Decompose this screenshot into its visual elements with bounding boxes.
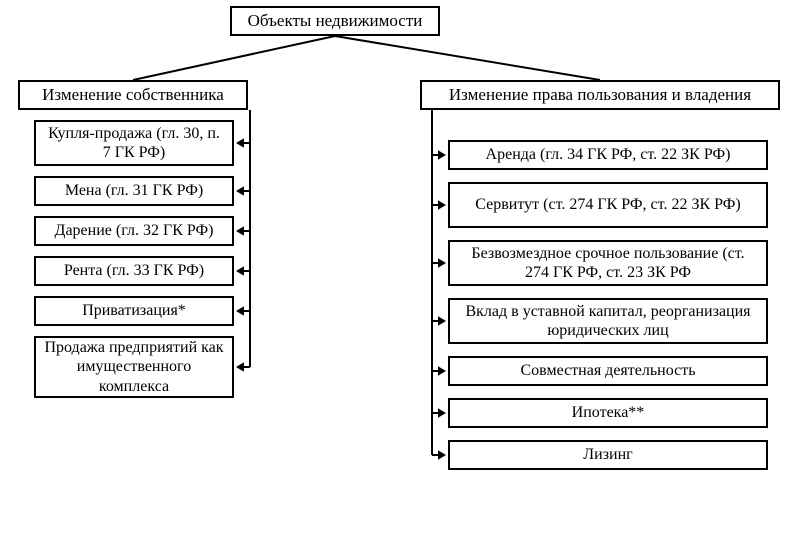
left-item: Продажа предприятий как имущественного к… xyxy=(34,336,234,398)
diagram-canvas: { "title": "Объекты недвижимости", "left… xyxy=(0,0,801,546)
left-item: Купля-продажа (гл. 30, п. 7 ГК РФ) xyxy=(34,120,234,166)
left-branch-header: Изменение собственника xyxy=(18,80,248,110)
right-item: Сервитут (ст. 274 ГК РФ, ст. 22 ЗК РФ) xyxy=(448,182,768,228)
left-item: Рента (гл. 33 ГК РФ) xyxy=(34,256,234,286)
right-branch-header: Изменение права пользования и владения xyxy=(420,80,780,110)
right-item: Лизинг xyxy=(448,440,768,470)
right-item: Ипотека** xyxy=(448,398,768,428)
left-item: Мена (гл. 31 ГК РФ) xyxy=(34,176,234,206)
right-item: Безвозмездное срочное пользование (ст. 2… xyxy=(448,240,768,286)
right-item: Совместная деятельность xyxy=(448,356,768,386)
diagram-title: Объекты недвижимости xyxy=(230,6,440,36)
right-item: Аренда (гл. 34 ГК РФ, ст. 22 ЗК РФ) xyxy=(448,140,768,170)
left-item: Приватизация* xyxy=(34,296,234,326)
right-item: Вклад в уставной капитал, реорганизация … xyxy=(448,298,768,344)
left-item: Дарение (гл. 32 ГК РФ) xyxy=(34,216,234,246)
